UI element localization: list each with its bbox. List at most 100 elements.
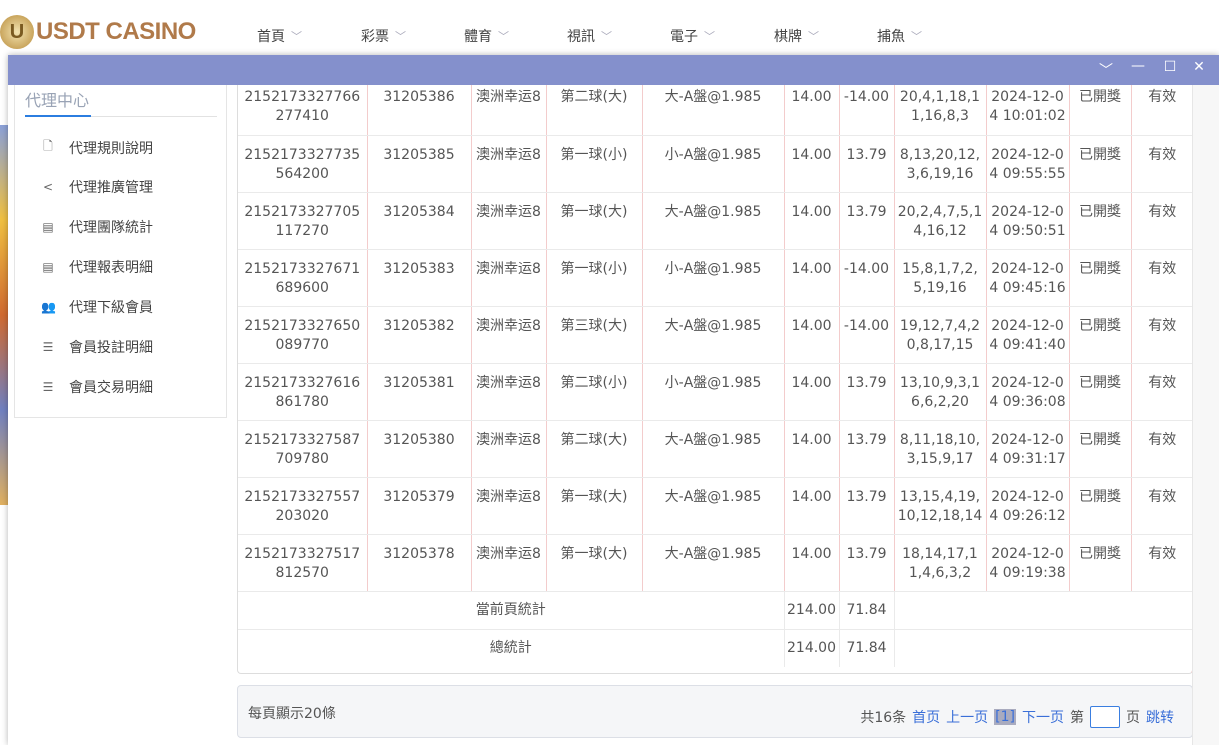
table-cell: 14.00 [784, 534, 840, 592]
nav-item[interactable]: 視訊 ﹀ [567, 26, 612, 46]
chevron-down-icon: ﹀ [395, 30, 406, 43]
table-cell: 大-A盤@1.985 [642, 534, 785, 592]
current-page[interactable]: [1] [994, 709, 1016, 725]
sidebar-item-label: 代理下級會員 [69, 300, 153, 316]
nav-item[interactable]: 首頁 ﹀ [257, 26, 302, 46]
table-cell: 澳洲幸运8 [471, 192, 547, 250]
table-cell: 澳洲幸运8 [471, 477, 547, 535]
bet-table: 2152173327766277410 31205386 澳洲幸运8 第二球(大) 大-… [237, 85, 1193, 674]
sidebar-item-label: 代理報表明細 [69, 260, 153, 276]
table-cell: -14.00 [839, 306, 895, 364]
background-banner [0, 125, 9, 505]
users-icon: 👥 [41, 300, 56, 314]
table-cell: 第一球(小) [546, 249, 643, 307]
table-cell: 小-A盤@1.985 [642, 135, 785, 193]
sidebar-item[interactable]: 👥 代理下級會員 [41, 297, 153, 317]
nav-item[interactable]: 捕魚 ﹀ [877, 26, 922, 46]
total-count: 共16条 [860, 710, 907, 726]
pagination-bar: 每頁顯示20條 共16条 首页 上一页 [1] 下一页 第 页 跳转 [237, 685, 1193, 738]
nav-item[interactable]: 彩票 ﹀ [361, 26, 406, 46]
collapse-icon[interactable]: ﹀ [1099, 63, 1113, 79]
summary-row: 當前頁統計 214.00 71.84 [238, 591, 1192, 630]
table-cell: 14.00 [784, 306, 840, 364]
summary-bet: 214.00 [784, 591, 840, 630]
agent-center-window: ﹀ — ☐ ✕ 代理中心 🗋 代理規則說明 < 代理推廣管理 ▤ 代理團隊統計 ▤ 代理報表明… [8, 55, 1219, 745]
sidebar-item-label: 代理規則說明 [69, 140, 153, 157]
sidebar-title-underline [25, 115, 217, 117]
jump-button[interactable]: 跳转 [1146, 710, 1174, 726]
minimize-icon[interactable]: — [1131, 58, 1145, 74]
table-cell: 14.00 [784, 192, 840, 250]
scrollbar[interactable] [1192, 85, 1219, 745]
table-cell: 20,4,1,18,11,16,8,3 [894, 85, 987, 136]
table-cell: 已開獎 [1069, 306, 1132, 364]
table-cell: 有效 [1131, 534, 1192, 592]
table-cell: 澳洲幸运8 [471, 85, 547, 136]
sidebar-item[interactable]: ▤ 代理報表明細 [41, 257, 153, 277]
nav-item[interactable]: 棋牌 ﹀ [774, 26, 819, 46]
nav-item[interactable]: 體育 ﹀ [464, 26, 509, 46]
chevron-down-icon: ﹀ [291, 30, 302, 43]
logo-text: USDT CASINO [36, 18, 196, 45]
table-row: 2152173327705117270 31205384 澳洲幸运8 第一球(大) 大-… [238, 192, 1192, 250]
chevron-down-icon: ﹀ [911, 30, 922, 43]
table-cell: 大-A盤@1.985 [642, 85, 785, 136]
nav-label: 棋牌 [774, 29, 802, 45]
sidebar-item[interactable]: ▤ 代理團隊統計 [41, 217, 153, 237]
window-titlebar[interactable]: ﹀ — ☐ ✕ [8, 55, 1219, 85]
table-row: 2152173327735564200 31205385 澳洲幸运8 第一球(小) 小-… [238, 135, 1192, 193]
table-cell: 2152173327650089770 [238, 306, 368, 364]
list-icon: ☰ [42, 380, 54, 394]
nav-label: 彩票 [361, 29, 389, 45]
table-cell: 有效 [1131, 85, 1192, 136]
table-cell: 31205379 [367, 477, 472, 535]
nav-item[interactable]: 電子 ﹀ [670, 26, 715, 46]
table-cell: 2024-12-04 09:41:40 [986, 306, 1070, 364]
table-cell: -14.00 [839, 249, 895, 307]
table-cell: 大-A盤@1.985 [642, 306, 785, 364]
table-cell: 澳洲幸运8 [471, 135, 547, 193]
first-page-link[interactable]: 首页 [912, 710, 941, 726]
table-row: 2152173327671689600 31205383 澳洲幸运8 第一球(小) 小-… [238, 249, 1192, 307]
table-cell: 2152173327735564200 [238, 135, 368, 193]
table-cell: 13,10,9,3,16,6,2,20 [894, 363, 987, 421]
table-cell: 第一球(小) [546, 135, 643, 193]
table-cell: 已開獎 [1069, 534, 1132, 592]
table-cell: 2152173327557203020 [238, 477, 368, 535]
table-cell: 8,13,20,12,3,6,19,16 [894, 135, 987, 193]
logo-coin-icon: U [0, 15, 34, 49]
next-page-link[interactable]: 下一页 [1022, 710, 1064, 726]
table-cell: 已開獎 [1069, 192, 1132, 250]
table-cell: 13.79 [839, 363, 895, 421]
maximize-icon[interactable]: ☐ [1163, 59, 1177, 75]
chevron-down-icon: ﹀ [704, 30, 715, 43]
nav-label: 捕魚 [877, 29, 905, 45]
chevron-down-icon: ﹀ [808, 30, 819, 43]
report-icon: ▤ [42, 220, 54, 234]
table-cell: 31205386 [367, 85, 472, 136]
close-icon[interactable]: ✕ [1193, 59, 1205, 75]
sidebar-item[interactable]: ☰ 會員交易明細 [41, 377, 153, 397]
summary-label: 總統計 [238, 629, 785, 667]
table-cell: -14.00 [839, 85, 895, 136]
table-cell: 14.00 [784, 85, 840, 136]
logo[interactable]: U USDT CASINO [0, 12, 196, 52]
table-cell: 14.00 [784, 363, 840, 421]
table-cell: 已開獎 [1069, 420, 1132, 478]
table-cell: 有效 [1131, 477, 1192, 535]
sidebar-item-label: 會員交易明細 [69, 380, 153, 396]
goto-page-input[interactable] [1090, 706, 1120, 728]
nav-label: 視訊 [567, 29, 595, 45]
sidebar-item[interactable]: ☰ 會員投註明細 [41, 337, 153, 357]
sidebar-item-label: 會員投註明細 [69, 340, 153, 356]
prev-page-link[interactable]: 上一页 [946, 710, 989, 726]
table-cell: 有效 [1131, 306, 1192, 364]
sidebar-item[interactable]: 🗋 代理規則說明 [41, 137, 153, 158]
sidebar-item[interactable]: < 代理推廣管理 [41, 177, 153, 197]
table-cell: 2152173327587709780 [238, 420, 368, 478]
nav-label: 首頁 [257, 29, 285, 45]
table-cell: 小-A盤@1.985 [642, 249, 785, 307]
table-cell: 14.00 [784, 249, 840, 307]
table-cell: 澳洲幸运8 [471, 249, 547, 307]
table-cell: 13,15,4,19,10,12,18,14 [894, 477, 987, 535]
